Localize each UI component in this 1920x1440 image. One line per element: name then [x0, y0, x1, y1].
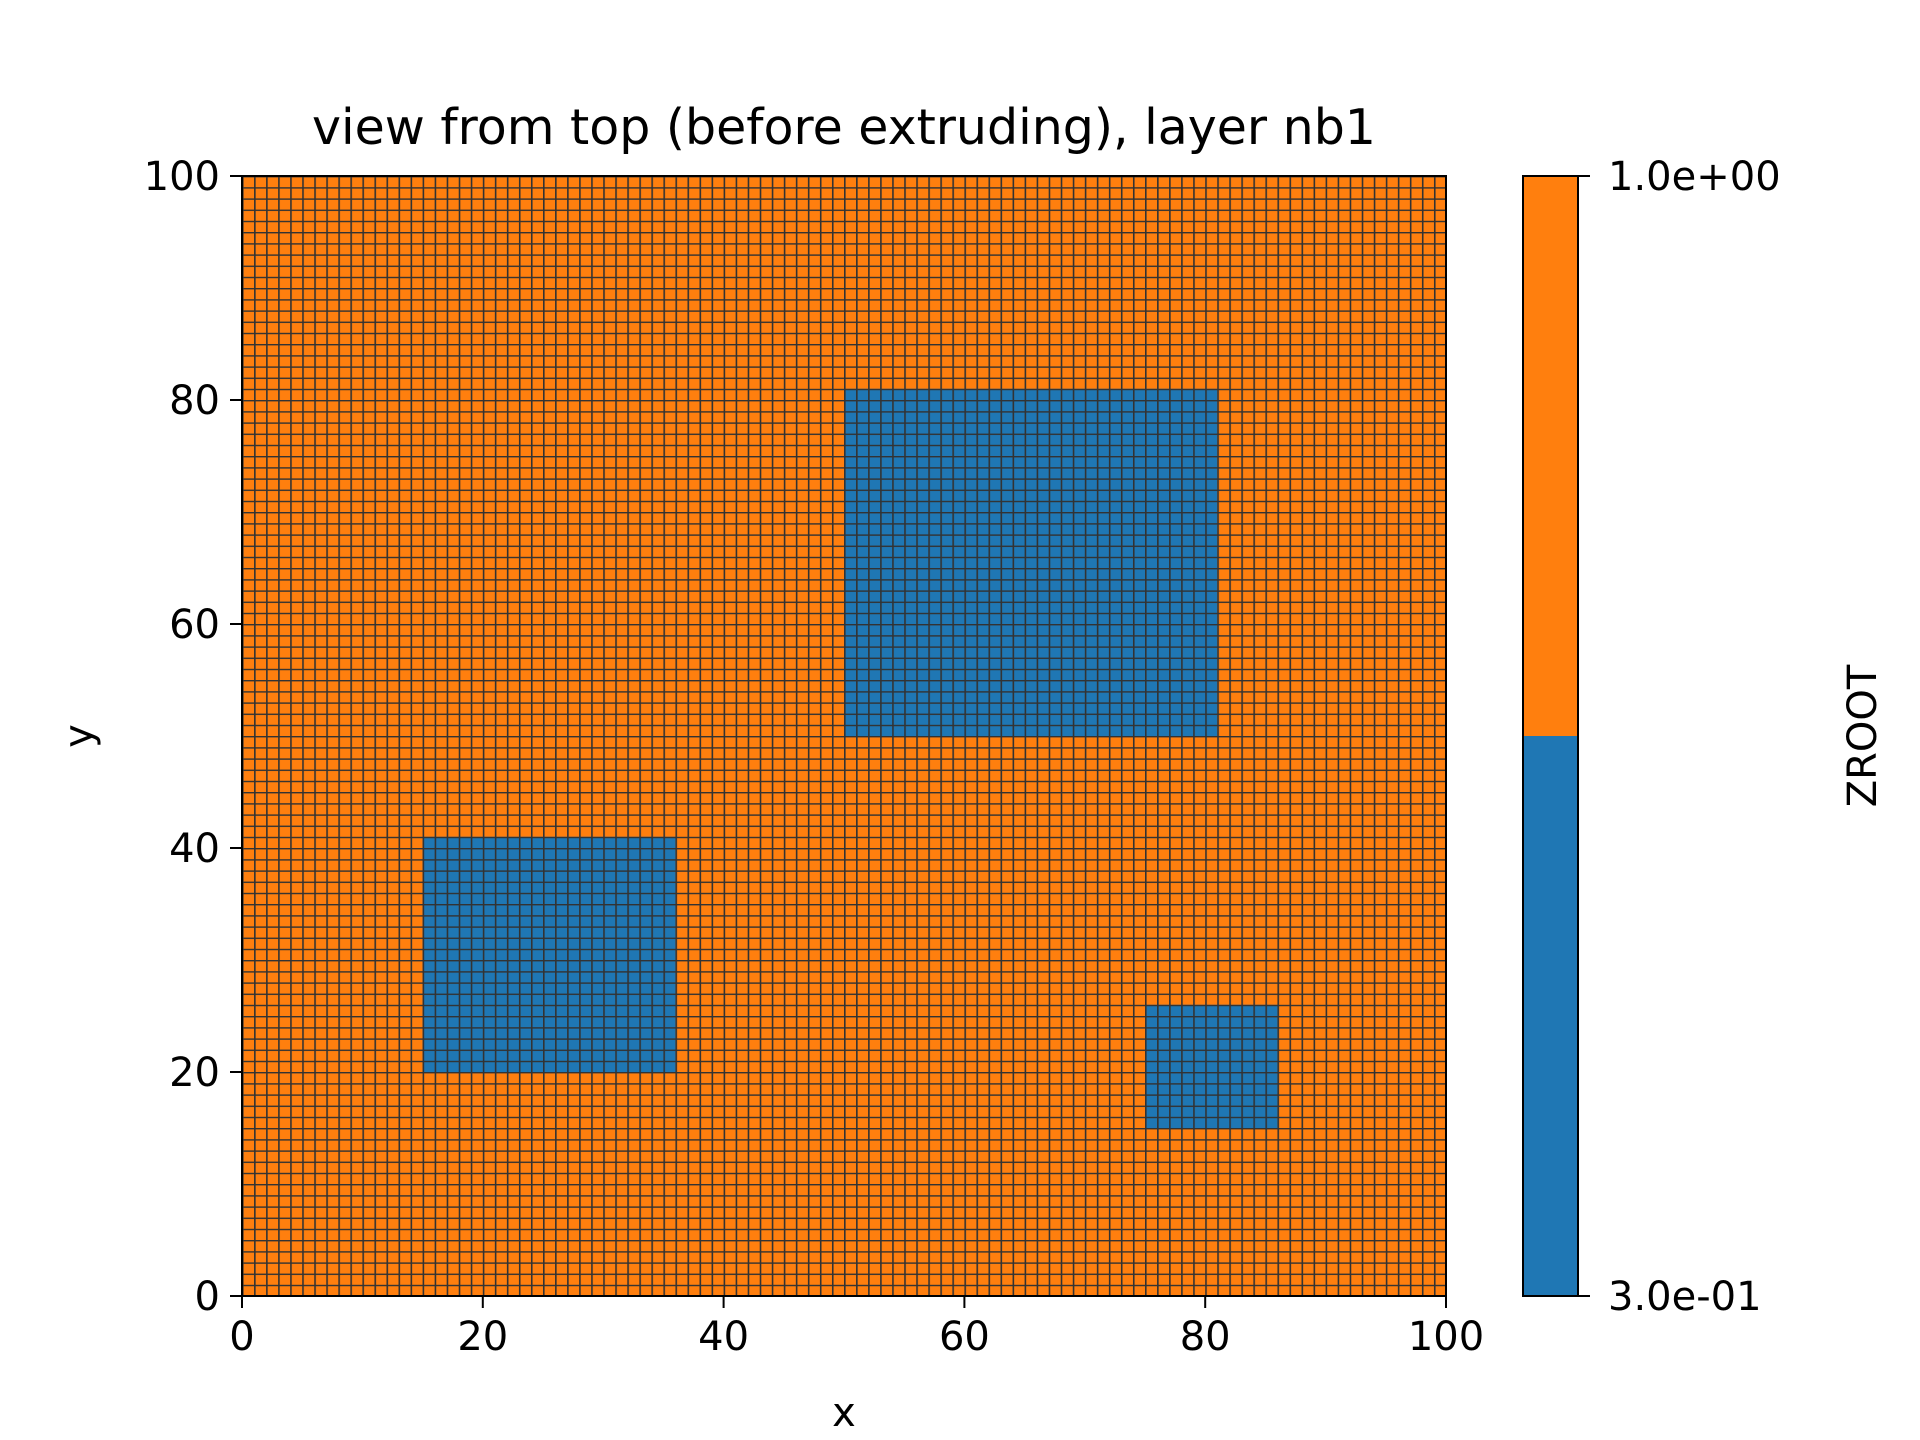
y-axis-label: y — [56, 724, 102, 748]
y-tick-label: 20 — [169, 1050, 220, 1096]
y-tick-label: 0 — [195, 1274, 220, 1320]
colorbar-low-segment — [1523, 736, 1578, 1296]
x-tick-label: 20 — [457, 1314, 508, 1360]
colorbar-label: ZROOT — [1840, 664, 1886, 807]
x-tick-label: 60 — [939, 1314, 990, 1360]
colorbar: 1.0e+00 3.0e-01 ZROOT — [1522, 154, 1886, 1320]
x-tick-label: 0 — [229, 1314, 254, 1360]
colorbar-max-label: 1.0e+00 — [1608, 154, 1781, 200]
chart-title: view from top (before extruding), layer … — [312, 99, 1376, 156]
y-axis: 0 20 40 60 80 100 — [144, 154, 242, 1320]
plot-area — [242, 176, 1446, 1296]
x-tick-label: 80 — [1180, 1314, 1231, 1360]
x-axis-label: x — [832, 1390, 856, 1436]
grid-lines — [242, 176, 1446, 1296]
x-axis: 0 20 40 60 80 100 — [229, 1296, 1484, 1360]
y-tick-label: 100 — [144, 154, 220, 200]
colorbar-min-label: 3.0e-01 — [1608, 1274, 1762, 1320]
colorbar-high-segment — [1523, 176, 1578, 736]
x-tick-label: 40 — [698, 1314, 749, 1360]
colorbar-frame — [1522, 175, 1579, 1297]
plot-frame — [241, 175, 1447, 1297]
y-tick-label: 60 — [169, 602, 220, 648]
x-tick-label: 100 — [1408, 1314, 1484, 1360]
y-tick-label: 80 — [169, 378, 220, 424]
y-tick-label: 40 — [169, 826, 220, 872]
